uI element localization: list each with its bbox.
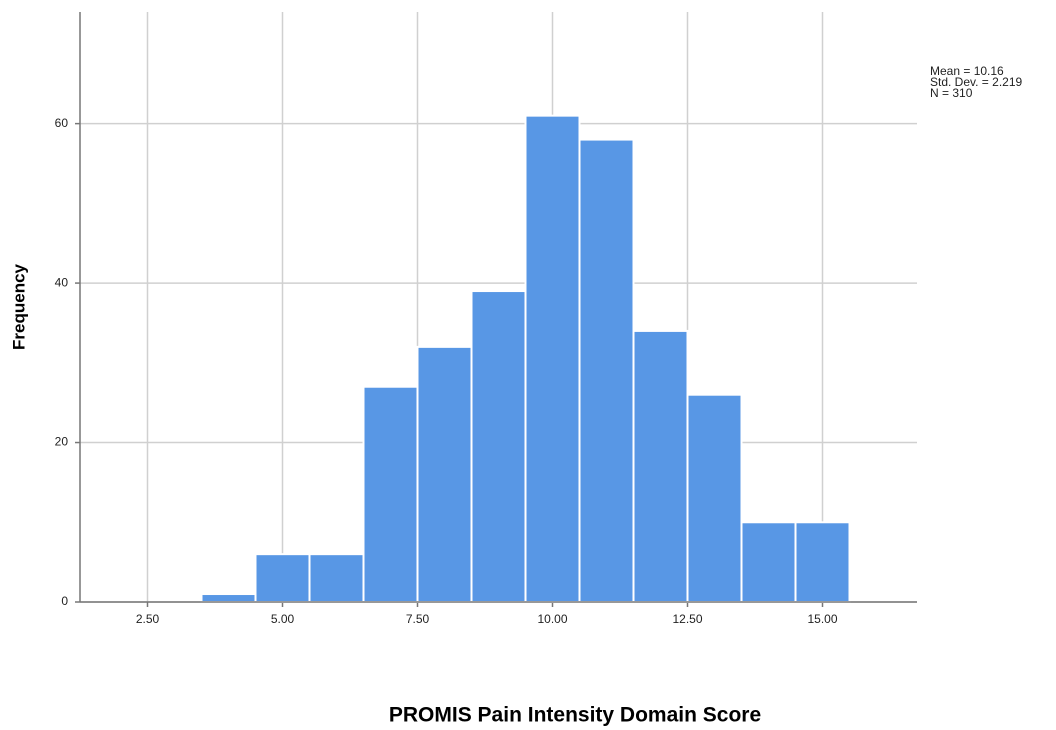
- bar: [632, 329, 689, 603]
- bar: [200, 593, 257, 604]
- annotation: Std. Dev. = 2.219: [930, 75, 1022, 89]
- bar: [470, 290, 527, 603]
- y-tick-label: 20: [55, 435, 69, 449]
- y-axis-label: Frequency: [9, 263, 28, 350]
- y-tick-label: 40: [55, 275, 69, 289]
- x-tick-label: 10.00: [537, 612, 567, 626]
- x-tick-label: 5.00: [271, 612, 295, 626]
- bar: [578, 138, 635, 603]
- x-tick-label: 15.00: [807, 612, 837, 626]
- x-tick-label: 12.50: [672, 612, 702, 626]
- annotation: Mean = 10.16: [930, 64, 1004, 78]
- x-tick-label: 2.50: [136, 612, 160, 626]
- bar: [740, 521, 797, 603]
- annotation: N = 310: [930, 86, 973, 100]
- y-tick-label: 0: [61, 594, 68, 608]
- bar: [254, 553, 311, 604]
- x-axis-label: PROMIS Pain Intensity Domain Score: [389, 704, 761, 727]
- bar: [686, 393, 743, 603]
- bar: [794, 521, 851, 603]
- bar: [362, 385, 419, 603]
- x-tick-label: 7.50: [406, 612, 430, 626]
- bar: [308, 553, 365, 604]
- bar: [416, 345, 473, 603]
- bar: [524, 114, 581, 603]
- y-tick-label: 60: [55, 116, 69, 130]
